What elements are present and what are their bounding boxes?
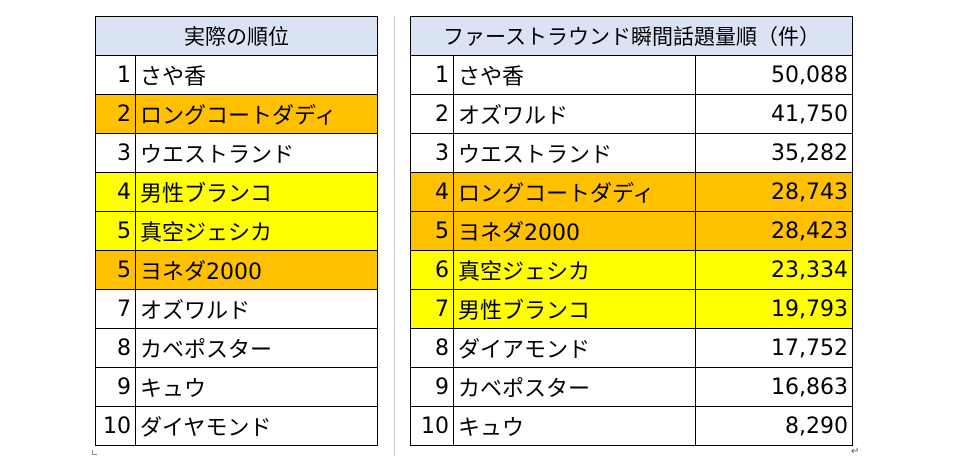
rank-cell: 3 — [410, 133, 454, 173]
comedian-name-cell: ウエストランド — [453, 133, 696, 173]
buzz-count-cell: 35,282 — [694, 133, 854, 173]
rank-cell: 3 — [95, 133, 136, 173]
comedian-name-cell: 男性ブランコ — [135, 172, 378, 212]
rank-cell: 1 — [410, 55, 454, 95]
table-row: 9 カベポスター 16,863 — [410, 367, 854, 407]
table-row: 2 オズワルド 41,750 — [410, 94, 854, 134]
rank-cell: 4 — [410, 172, 454, 212]
comedian-name-cell: ヨネダ2000 — [453, 211, 696, 251]
rank-cell: 8 — [410, 328, 454, 368]
buzz-ranking-table: ファーストラウンド瞬間話題量順（件） 1 さや香 50,088 2 オズワルド 41,75… — [409, 16, 854, 446]
comedian-name-cell: ヨネダ2000 — [135, 250, 378, 290]
rank-cell: 1 — [95, 55, 136, 95]
buzz-ranking-header: ファーストラウンド瞬間話題量順（件） — [409, 16, 854, 56]
buzz-count-cell: 41,750 — [694, 94, 854, 134]
comedian-name-cell: オズワルド — [453, 94, 696, 134]
rank-cell: 4 — [95, 172, 136, 212]
comedian-name-cell: キュウ — [135, 367, 378, 407]
table-row: 4 ロングコートダディ 28,743 — [410, 172, 854, 212]
table-row: 2 ロングコートダディ — [95, 94, 378, 134]
rank-cell: 2 — [95, 94, 136, 134]
comedian-name-cell: さや香 — [135, 55, 378, 95]
table-row: 4 男性ブランコ — [95, 172, 378, 212]
buzz-count-cell: 28,423 — [694, 211, 854, 251]
rank-cell: 5 — [95, 211, 136, 251]
comedian-name-cell: ダイアモンド — [453, 328, 696, 368]
buzz-count-cell: 17,752 — [694, 328, 854, 368]
actual-ranking-table: 実際の順位 1 さや香 2 ロングコートダディ 3 ウエストランド 4 男性ブランコ 5 真空ジェ… — [95, 16, 378, 446]
rank-cell: 2 — [410, 94, 454, 134]
table-row: 7 オズワルド — [95, 289, 378, 329]
comedian-name-cell: カベポスター — [453, 367, 696, 407]
table-row: 1 さや香 50,088 — [410, 55, 854, 95]
comedian-name-cell: 真空ジェシカ — [135, 211, 378, 251]
actual-ranking-header: 実際の順位 — [95, 16, 378, 56]
comedian-name-cell: キュウ — [453, 406, 696, 446]
cell-corner-marker — [92, 450, 97, 455]
rank-cell: 7 — [95, 289, 136, 329]
comedian-name-cell: 男性ブランコ — [453, 289, 696, 329]
table-row: 10 キュウ 8,290 — [410, 406, 854, 446]
buzz-count-cell: 19,793 — [694, 289, 854, 329]
comedian-name-cell: 真空ジェシカ — [453, 250, 696, 290]
table-row: 7 男性ブランコ 19,793 — [410, 289, 854, 329]
table-row: 6 真空ジェシカ 23,334 — [410, 250, 854, 290]
table-row: 1 さや香 — [95, 55, 378, 95]
table-row: 3 ウエストランド 35,282 — [410, 133, 854, 173]
rank-cell: 6 — [410, 250, 454, 290]
table-header-row: ファーストラウンド瞬間話題量順（件） — [409, 16, 854, 56]
rank-cell: 10 — [410, 406, 454, 446]
comedian-name-cell: ダイヤモンド — [135, 406, 378, 446]
paragraph-mark-icon: ↵ — [851, 446, 860, 457]
table-row: 3 ウエストランド — [95, 133, 378, 173]
comedian-name-cell: さや香 — [453, 55, 696, 95]
rank-cell: 9 — [95, 367, 136, 407]
table-row: 5 ヨネダ2000 28,423 — [410, 211, 854, 251]
rank-cell: 8 — [95, 328, 136, 368]
comedian-name-cell: ロングコートダディ — [453, 172, 696, 212]
rank-cell: 10 — [95, 406, 136, 446]
column-gap-gridline — [394, 16, 395, 456]
buzz-count-cell: 28,743 — [694, 172, 854, 212]
buzz-count-cell: 8,290 — [694, 406, 854, 446]
table-row: 5 真空ジェシカ — [95, 211, 378, 251]
table-row: 8 カベポスター — [95, 328, 378, 368]
comedian-name-cell: カベポスター — [135, 328, 378, 368]
buzz-count-cell: 16,863 — [694, 367, 854, 407]
actual-ranking-body: 1 さや香 2 ロングコートダディ 3 ウエストランド 4 男性ブランコ 5 真空ジェシカ 5 ヨネダ… — [95, 55, 378, 446]
table-row: 8 ダイアモンド 17,752 — [410, 328, 854, 368]
rank-cell: 5 — [410, 211, 454, 251]
buzz-count-cell: 23,334 — [694, 250, 854, 290]
comedian-name-cell: ウエストランド — [135, 133, 378, 173]
rank-cell: 9 — [410, 367, 454, 407]
rank-cell: 7 — [410, 289, 454, 329]
comedian-name-cell: オズワルド — [135, 289, 378, 329]
table-row: 5 ヨネダ2000 — [95, 250, 378, 290]
comedian-name-cell: ロングコートダディ — [135, 94, 378, 134]
buzz-count-cell: 50,088 — [694, 55, 854, 95]
buzz-ranking-body: 1 さや香 50,088 2 オズワルド 41,750 3 ウエストランド 35,282 4 ロング… — [410, 55, 854, 446]
table-header-row: 実際の順位 — [95, 16, 378, 56]
rank-cell: 5 — [95, 250, 136, 290]
table-row: 10 ダイヤモンド — [95, 406, 378, 446]
table-row: 9 キュウ — [95, 367, 378, 407]
